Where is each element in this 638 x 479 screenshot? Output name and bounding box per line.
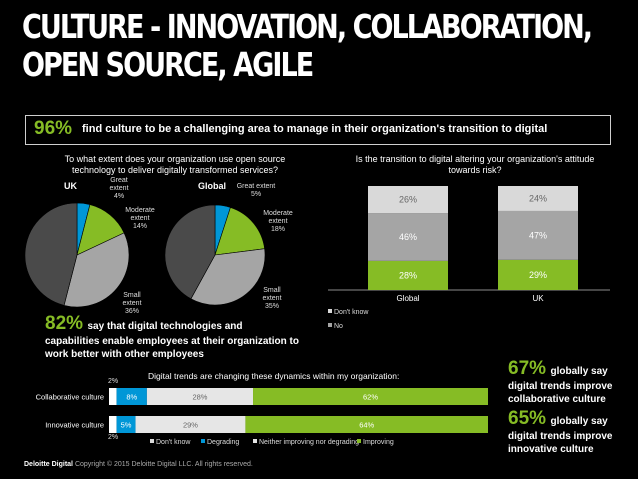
footer-copyright: Copyright © 2015 Deloitte Digital LLC. A…	[74, 461, 253, 468]
title-line-1: CULTURE - INNOVATION, COLLABORATION,	[22, 7, 593, 46]
risk-bar-global-2	[368, 186, 448, 214]
global-great-label: Great extent 5%	[236, 183, 276, 198]
trends-legend-swatch-3	[357, 439, 361, 443]
risk-category-global: Global	[396, 294, 419, 303]
trends-bar-label-0-3: 62%	[363, 393, 378, 402]
risk-legend-label-0: Don't know	[334, 309, 369, 316]
trends-title: Digital trends are changing these dynami…	[148, 371, 400, 381]
uk-pie-slice-2	[63, 232, 130, 308]
side-stat-67: 67% globally say digital trends improve …	[508, 358, 628, 406]
uk-small-label: Small extent 36%	[122, 292, 142, 315]
trends-legend-swatch-0	[150, 439, 154, 443]
page-title: CULTURE - INNOVATION, COLLABORATION, OPE…	[22, 7, 593, 84]
global-pie-slice-1	[214, 207, 265, 256]
risk-bar-label-global-2: 26%	[399, 195, 417, 205]
trends-category-0: Collaborative culture	[36, 393, 104, 402]
risk-bar-label-global-1: 46%	[399, 232, 417, 242]
side-stat-65-line-2: innovative culture	[508, 444, 594, 455]
trends-bar-1-0	[109, 416, 117, 433]
risk-question: Is the transition to digital altering yo…	[355, 154, 595, 175]
trends-legend-label-1: Degrading	[207, 439, 239, 446]
risk-legend-swatch-0	[328, 309, 332, 313]
banner-stat: 96%	[34, 118, 73, 139]
uk-pie-label: UK	[64, 181, 77, 191]
global-moderate-label: Moderate extent 18%	[263, 210, 293, 233]
trends-dont-know-label-1: 2%	[108, 434, 118, 441]
trends-legend-label-2: Neither improving nor degrading	[259, 439, 359, 446]
side-stat-67-lead: globally say	[550, 366, 608, 377]
global-pie-slice-2	[190, 248, 266, 306]
risk-bar-global-1	[368, 213, 448, 261]
global-pie-slice-3	[164, 204, 216, 300]
side-stat-67-line-2: collaborative culture	[508, 394, 606, 405]
trends-bar-label-0-2: 28%	[192, 393, 207, 402]
risk-legend-label-1: No	[334, 323, 343, 330]
side-stat-67-value: 67%	[508, 358, 547, 379]
footer-brand: Deloitte Digital	[24, 461, 74, 468]
trends-bar-0-1	[116, 388, 147, 405]
title-line-2: OPEN SOURCE, AGILE	[22, 45, 314, 84]
risk-bar-label-uk-1: 47%	[529, 230, 547, 240]
uk-pie-slice-3	[24, 202, 78, 306]
risk-bar-uk-0	[498, 259, 578, 290]
trends-legend-label-3: Improving	[363, 439, 394, 446]
trends-bar-0-0	[109, 388, 117, 405]
trends-legend-swatch-2	[253, 439, 257, 443]
uk-great-label: Great extent 4%	[109, 177, 129, 200]
stat-82-block: 82% say that digital technologies and ca…	[45, 313, 325, 361]
risk-bar-label-uk-0: 29%	[529, 270, 547, 280]
trends-bar-0-3	[253, 388, 488, 405]
risk-bar-label-global-0: 28%	[399, 270, 417, 280]
trends-bar-label-1-3: 64%	[359, 421, 374, 430]
trends-bar-chart: Collaborative culture 2% 8% 28% 62% Innovativ…	[36, 378, 488, 446]
trends-bar-label-1-1: 5%	[121, 421, 132, 430]
trends-bar-1-3	[245, 416, 488, 433]
trends-bar-1-2	[135, 416, 246, 433]
global-small-label: Small extent 35%	[262, 287, 282, 310]
risk-legend-swatch-1	[328, 323, 332, 327]
footer: Deloitte Digital Copyright © 2015 Deloit…	[24, 461, 253, 468]
global-pie-label: Global	[198, 181, 227, 191]
uk-moderate-label: Moderate extent 14%	[125, 207, 155, 230]
risk-bar-chart: 28% 46% 26% Global 29% 47% 24% UK Don't know No	[328, 186, 610, 330]
risk-bar-global-0	[368, 260, 448, 290]
trends-dont-know-label-0: 2%	[108, 378, 118, 385]
side-stat-65-lead: globally say	[550, 416, 608, 427]
stat-82-value: 82%	[45, 313, 84, 334]
trends-bar-label-0-1: 8%	[126, 393, 137, 402]
trends-category-1: Innovative culture	[45, 421, 104, 430]
side-stat-67-line-1: digital trends improve	[508, 381, 613, 392]
risk-category-uk: UK	[532, 294, 544, 303]
headline-banner: 96% find culture to be a challenging are…	[25, 115, 611, 145]
trends-legend-swatch-1	[201, 439, 205, 443]
trends-bar-0-2	[146, 388, 254, 405]
side-stat-65-value: 65%	[508, 408, 547, 429]
open-source-question: To what extent does your organization us…	[64, 154, 286, 175]
risk-bar-uk-1	[498, 210, 578, 260]
trends-legend-label-0: Don't know	[156, 439, 191, 446]
banner-text: find culture to be a challenging area to…	[82, 123, 548, 135]
stat-82-line-2: capabilities enable employees at their o…	[45, 336, 299, 347]
trends-bar-label-1-2: 29%	[183, 421, 198, 430]
risk-bar-label-uk-2: 24%	[529, 193, 547, 203]
risk-bar-uk-2	[498, 186, 578, 211]
stat-82-line-3: work better with other employees	[45, 349, 204, 360]
side-stat-65-line-1: digital trends improve	[508, 431, 613, 442]
stat-82-line-1: say that digital technologies and	[87, 321, 243, 332]
side-stat-65: 65% globally say digital trends improve …	[508, 408, 628, 456]
trends-bar-1-1	[116, 416, 136, 433]
